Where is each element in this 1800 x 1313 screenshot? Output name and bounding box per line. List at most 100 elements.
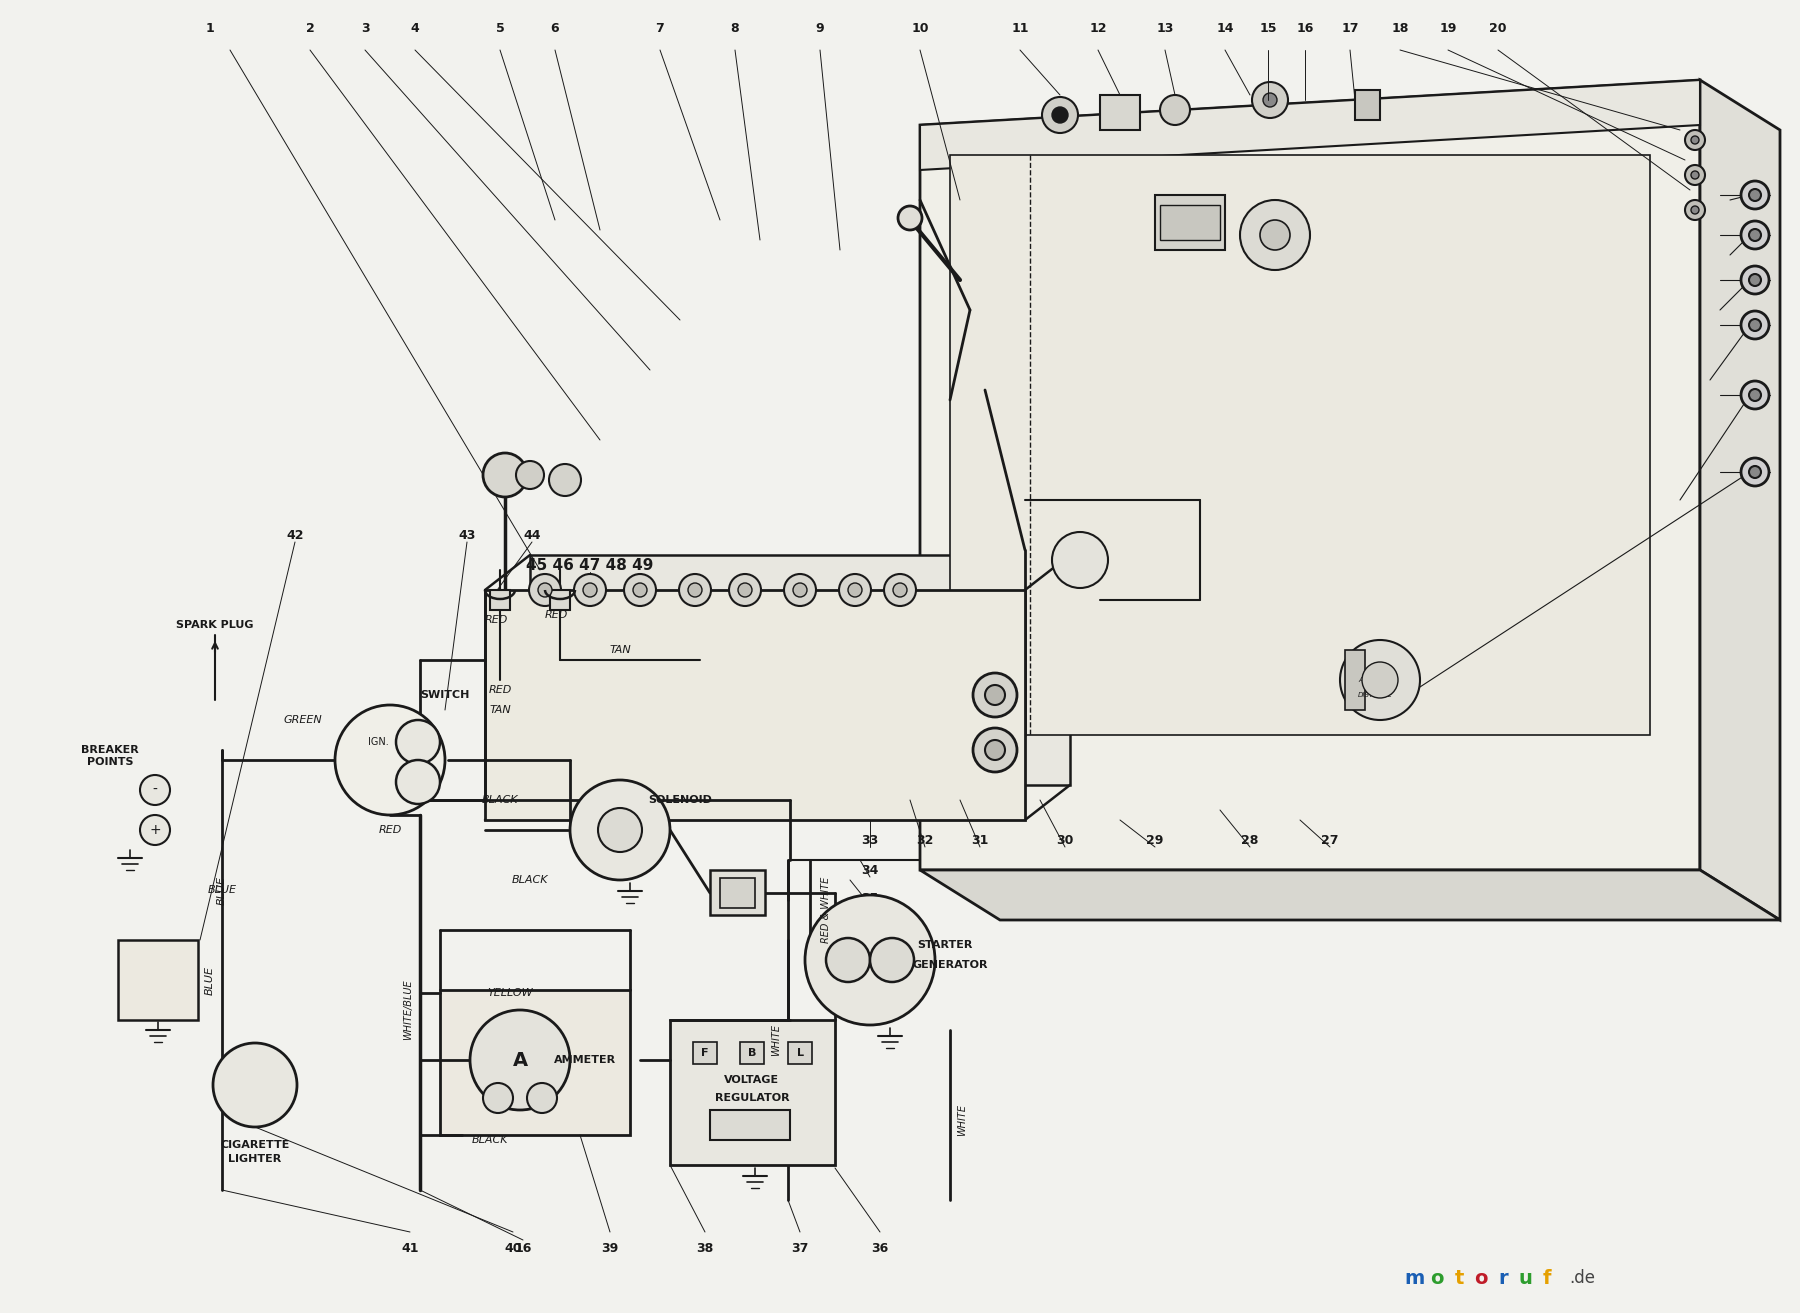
Circle shape: [1741, 267, 1769, 294]
Bar: [670, 1020, 835, 1165]
Text: 39: 39: [601, 1242, 619, 1254]
Text: 36: 36: [871, 1242, 889, 1254]
Text: 30: 30: [1057, 834, 1073, 847]
Text: o: o: [1474, 1268, 1489, 1288]
Text: 5: 5: [495, 21, 504, 34]
Circle shape: [574, 574, 607, 607]
Text: 13: 13: [1156, 21, 1174, 34]
Text: -: -: [495, 1091, 500, 1106]
Circle shape: [884, 574, 916, 607]
Text: CIGARETTE: CIGARETTE: [220, 1140, 290, 1150]
Text: BREAKER: BREAKER: [81, 744, 139, 755]
Circle shape: [529, 574, 562, 607]
Text: SPARK PLUG: SPARK PLUG: [176, 620, 254, 630]
Bar: [950, 155, 1651, 735]
Text: 20: 20: [1489, 21, 1507, 34]
Circle shape: [1051, 532, 1109, 588]
Bar: [720, 878, 754, 909]
Text: 16: 16: [1296, 21, 1314, 34]
Text: 27: 27: [1321, 834, 1339, 847]
Circle shape: [1264, 93, 1276, 106]
Circle shape: [1051, 106, 1067, 123]
Text: +: +: [536, 1091, 547, 1106]
Text: 42: 42: [286, 529, 304, 541]
Text: RED & WHITE: RED & WHITE: [821, 877, 832, 943]
Text: POINTS: POINTS: [86, 758, 133, 767]
Text: IGN.: IGN.: [367, 737, 389, 747]
Text: BLUE: BLUE: [218, 876, 227, 905]
Bar: [484, 590, 1024, 821]
Text: r: r: [1498, 1268, 1508, 1288]
Circle shape: [527, 1083, 556, 1113]
Circle shape: [729, 574, 761, 607]
Text: u: u: [1517, 1268, 1532, 1288]
Bar: [709, 1109, 790, 1140]
Circle shape: [1741, 458, 1769, 486]
Circle shape: [1685, 200, 1705, 221]
Text: F: F: [702, 1048, 709, 1058]
Circle shape: [1685, 165, 1705, 185]
Circle shape: [140, 815, 169, 846]
Text: COIL: COIL: [149, 994, 182, 1007]
Text: AMMETER: AMMETER: [554, 1056, 616, 1065]
Text: 44: 44: [524, 529, 540, 541]
Bar: [490, 590, 509, 611]
Bar: [1100, 95, 1139, 130]
Circle shape: [583, 583, 598, 597]
Circle shape: [1159, 95, 1190, 125]
Text: GREEN: GREEN: [284, 716, 322, 725]
Text: B: B: [616, 823, 625, 836]
Text: WHITE: WHITE: [958, 1104, 967, 1136]
Text: 29: 29: [1147, 834, 1163, 847]
Text: 24: 24: [1751, 319, 1769, 331]
Text: RED: RED: [378, 825, 401, 835]
Circle shape: [738, 583, 752, 597]
Bar: [439, 990, 630, 1134]
Circle shape: [1750, 319, 1760, 331]
Text: .de: .de: [1570, 1268, 1595, 1287]
Text: A: A: [844, 955, 853, 965]
Text: B: B: [414, 737, 423, 747]
Bar: [709, 871, 765, 915]
Circle shape: [1741, 311, 1769, 339]
Text: 37: 37: [792, 1242, 808, 1254]
Text: REGULATOR: REGULATOR: [715, 1092, 790, 1103]
Text: f: f: [1543, 1268, 1552, 1288]
Text: SOLENOID: SOLENOID: [648, 794, 713, 805]
Circle shape: [396, 760, 439, 804]
Text: 38: 38: [697, 1242, 713, 1254]
Text: 31: 31: [972, 834, 988, 847]
Bar: [529, 555, 1069, 785]
Bar: [1345, 650, 1364, 710]
Circle shape: [869, 937, 914, 982]
Bar: [1156, 196, 1226, 249]
Circle shape: [598, 807, 643, 852]
Circle shape: [1685, 130, 1705, 150]
Circle shape: [549, 463, 581, 496]
Text: 25: 25: [1751, 389, 1769, 402]
Text: 18: 18: [1391, 21, 1409, 34]
Text: VOLTAGE: VOLTAGE: [724, 1075, 779, 1085]
Text: t: t: [1454, 1268, 1463, 1288]
Text: L: L: [796, 1048, 803, 1058]
Text: 41: 41: [401, 1242, 419, 1254]
Text: -: -: [153, 783, 157, 797]
Text: 17: 17: [1341, 21, 1359, 34]
Text: 45 46 47 48 49: 45 46 47 48 49: [526, 558, 653, 572]
Circle shape: [482, 453, 527, 498]
Text: 8: 8: [731, 21, 740, 34]
Bar: [551, 590, 571, 611]
Circle shape: [517, 461, 544, 488]
Text: 19: 19: [1440, 21, 1456, 34]
Text: o: o: [1431, 1268, 1444, 1288]
Circle shape: [1690, 206, 1699, 214]
Text: 11: 11: [1012, 21, 1030, 34]
Circle shape: [839, 574, 871, 607]
Circle shape: [1690, 171, 1699, 179]
Text: LIGHTER: LIGHTER: [229, 1154, 281, 1165]
Text: 16: 16: [515, 1242, 531, 1254]
Circle shape: [482, 1083, 513, 1113]
Circle shape: [805, 895, 934, 1025]
Text: WHITE: WHITE: [770, 1024, 781, 1056]
Circle shape: [1042, 97, 1078, 133]
